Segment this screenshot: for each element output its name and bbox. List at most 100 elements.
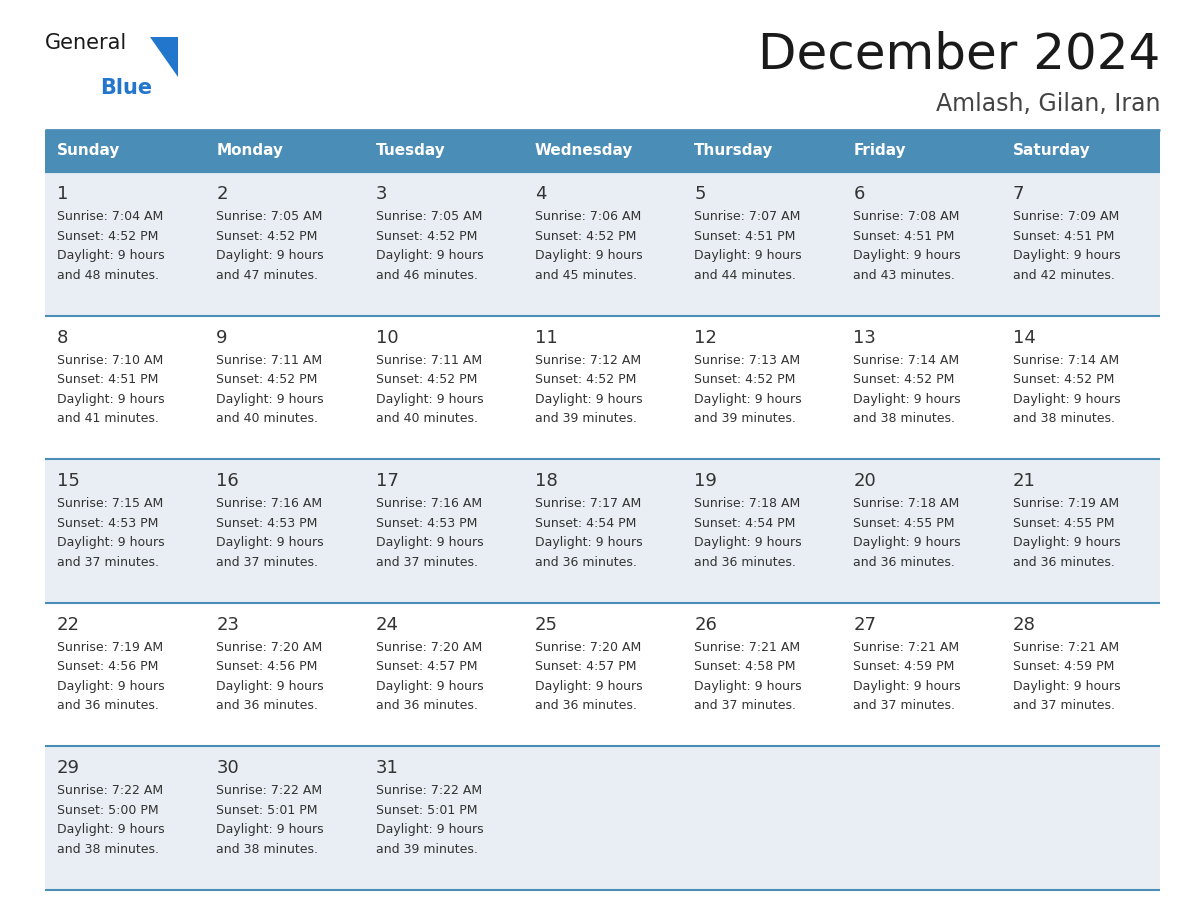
Text: Sunset: 4:52 PM: Sunset: 4:52 PM (216, 230, 317, 242)
Text: Sunrise: 7:15 AM: Sunrise: 7:15 AM (57, 498, 163, 510)
Bar (682, 316, 841, 459)
Bar (841, 316, 1000, 459)
Bar (45, 746, 204, 890)
Bar (523, 746, 682, 890)
Text: Daylight: 9 hours: Daylight: 9 hours (694, 249, 802, 262)
Text: Sunrise: 7:17 AM: Sunrise: 7:17 AM (535, 498, 642, 510)
Text: Sunset: 5:01 PM: Sunset: 5:01 PM (216, 804, 317, 817)
Text: Sunrise: 7:14 AM: Sunrise: 7:14 AM (853, 353, 960, 366)
Bar (204, 746, 364, 890)
Text: Daylight: 9 hours: Daylight: 9 hours (57, 823, 165, 836)
Text: 2: 2 (216, 185, 228, 203)
Text: Sunrise: 7:16 AM: Sunrise: 7:16 AM (216, 498, 322, 510)
Text: and 37 minutes.: and 37 minutes. (375, 555, 478, 568)
Text: Sunset: 4:52 PM: Sunset: 4:52 PM (853, 373, 955, 386)
Bar (364, 172, 523, 316)
Text: Sunrise: 7:10 AM: Sunrise: 7:10 AM (57, 353, 163, 366)
Bar (523, 459, 682, 603)
Text: and 40 minutes.: and 40 minutes. (216, 412, 318, 425)
Bar (682, 603, 841, 746)
Text: Sunrise: 7:11 AM: Sunrise: 7:11 AM (216, 353, 322, 366)
Text: Sunrise: 7:18 AM: Sunrise: 7:18 AM (853, 498, 960, 510)
Text: Daylight: 9 hours: Daylight: 9 hours (375, 249, 484, 262)
Text: 20: 20 (853, 472, 877, 490)
Text: Daylight: 9 hours: Daylight: 9 hours (375, 823, 484, 836)
Bar (682, 746, 841, 890)
Bar (682, 130, 841, 172)
Text: Daylight: 9 hours: Daylight: 9 hours (216, 823, 324, 836)
Text: and 38 minutes.: and 38 minutes. (1012, 412, 1114, 425)
Text: and 36 minutes.: and 36 minutes. (694, 555, 796, 568)
Text: Sunset: 4:52 PM: Sunset: 4:52 PM (1012, 373, 1114, 386)
Text: and 36 minutes.: and 36 minutes. (535, 555, 637, 568)
Text: 18: 18 (535, 472, 557, 490)
Text: 5: 5 (694, 185, 706, 203)
Text: Sunset: 4:52 PM: Sunset: 4:52 PM (57, 230, 158, 242)
Text: Daylight: 9 hours: Daylight: 9 hours (1012, 393, 1120, 406)
Text: and 44 minutes.: and 44 minutes. (694, 268, 796, 282)
Text: Daylight: 9 hours: Daylight: 9 hours (375, 536, 484, 549)
Text: Sunset: 4:53 PM: Sunset: 4:53 PM (57, 517, 158, 530)
Bar (364, 316, 523, 459)
Text: Sunset: 4:52 PM: Sunset: 4:52 PM (216, 373, 317, 386)
Text: Sunset: 4:51 PM: Sunset: 4:51 PM (853, 230, 955, 242)
Text: General: General (45, 33, 127, 53)
Text: Sunrise: 7:21 AM: Sunrise: 7:21 AM (694, 641, 801, 654)
Bar (841, 130, 1000, 172)
Text: and 37 minutes.: and 37 minutes. (1012, 700, 1114, 712)
Text: Sunrise: 7:04 AM: Sunrise: 7:04 AM (57, 210, 163, 223)
Text: Sunrise: 7:16 AM: Sunrise: 7:16 AM (375, 498, 481, 510)
Bar (364, 746, 523, 890)
Text: 11: 11 (535, 329, 557, 347)
Text: Sunset: 5:00 PM: Sunset: 5:00 PM (57, 804, 159, 817)
Bar (364, 603, 523, 746)
Text: and 37 minutes.: and 37 minutes. (57, 555, 159, 568)
Text: Sunrise: 7:21 AM: Sunrise: 7:21 AM (853, 641, 960, 654)
Text: Sunrise: 7:05 AM: Sunrise: 7:05 AM (216, 210, 323, 223)
Text: Daylight: 9 hours: Daylight: 9 hours (694, 393, 802, 406)
Text: and 36 minutes.: and 36 minutes. (535, 700, 637, 712)
Text: 25: 25 (535, 616, 558, 633)
Text: and 39 minutes.: and 39 minutes. (535, 412, 637, 425)
Text: Sunrise: 7:18 AM: Sunrise: 7:18 AM (694, 498, 801, 510)
Text: 27: 27 (853, 616, 877, 633)
Text: Sunset: 4:51 PM: Sunset: 4:51 PM (694, 230, 796, 242)
Text: 30: 30 (216, 759, 239, 778)
Text: 28: 28 (1012, 616, 1036, 633)
Bar (204, 459, 364, 603)
Text: and 36 minutes.: and 36 minutes. (1012, 555, 1114, 568)
Bar (1000, 316, 1159, 459)
Bar (523, 316, 682, 459)
Bar (364, 459, 523, 603)
Text: 22: 22 (57, 616, 80, 633)
Text: Blue: Blue (100, 78, 152, 98)
Bar (45, 459, 204, 603)
Bar (1000, 130, 1159, 172)
Text: and 43 minutes.: and 43 minutes. (853, 268, 955, 282)
Text: 23: 23 (216, 616, 239, 633)
Text: Daylight: 9 hours: Daylight: 9 hours (535, 680, 643, 693)
Text: and 39 minutes.: and 39 minutes. (694, 412, 796, 425)
Text: Sunset: 4:52 PM: Sunset: 4:52 PM (535, 373, 637, 386)
Text: December 2024: December 2024 (758, 30, 1159, 78)
Text: 19: 19 (694, 472, 718, 490)
Text: Sunset: 4:57 PM: Sunset: 4:57 PM (375, 660, 478, 673)
Text: Sunrise: 7:11 AM: Sunrise: 7:11 AM (375, 353, 481, 366)
Bar (682, 172, 841, 316)
Text: 31: 31 (375, 759, 398, 778)
Text: and 47 minutes.: and 47 minutes. (216, 268, 318, 282)
Text: and 46 minutes.: and 46 minutes. (375, 268, 478, 282)
Text: 29: 29 (57, 759, 80, 778)
Bar (204, 130, 364, 172)
Bar (204, 603, 364, 746)
Text: and 48 minutes.: and 48 minutes. (57, 268, 159, 282)
Text: Sunset: 4:54 PM: Sunset: 4:54 PM (694, 517, 796, 530)
Bar (204, 316, 364, 459)
Text: Daylight: 9 hours: Daylight: 9 hours (57, 680, 165, 693)
Text: Sunset: 4:53 PM: Sunset: 4:53 PM (216, 517, 317, 530)
Text: and 36 minutes.: and 36 minutes. (853, 555, 955, 568)
Text: Daylight: 9 hours: Daylight: 9 hours (216, 536, 324, 549)
Text: Sunrise: 7:05 AM: Sunrise: 7:05 AM (375, 210, 482, 223)
Text: and 38 minutes.: and 38 minutes. (57, 843, 159, 856)
Text: 26: 26 (694, 616, 718, 633)
